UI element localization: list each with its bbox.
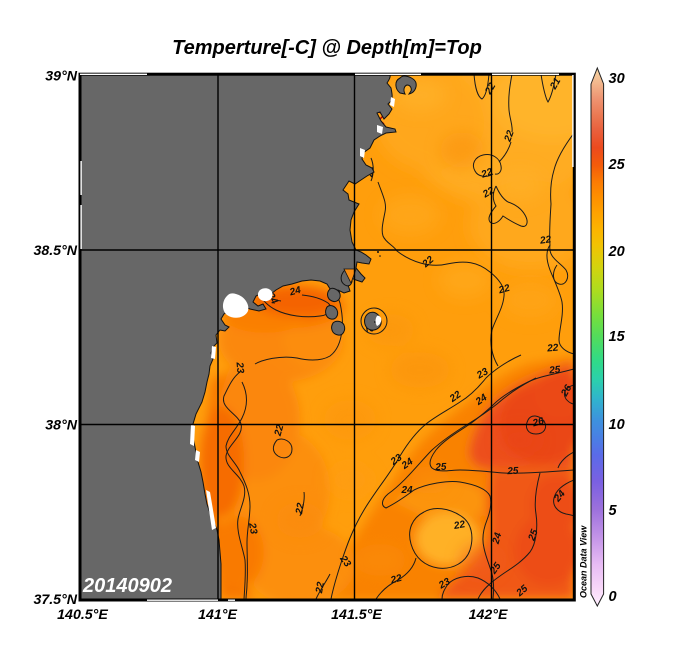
svg-text:37.5°N: 37.5°N: [33, 592, 77, 608]
svg-text:141°E: 141°E: [198, 607, 237, 623]
svg-text:Ocean Data View: Ocean Data View: [579, 525, 589, 598]
svg-text:23: 23: [436, 576, 452, 592]
svg-text:30: 30: [609, 71, 625, 87]
svg-text:22: 22: [480, 185, 496, 201]
svg-text:20: 20: [608, 244, 625, 260]
svg-text:22: 22: [273, 423, 287, 438]
svg-text:25: 25: [506, 466, 519, 478]
svg-text:20140902: 20140902: [82, 575, 172, 597]
svg-text:22: 22: [479, 166, 495, 181]
svg-text:26: 26: [531, 416, 546, 430]
svg-text:0: 0: [609, 589, 617, 605]
svg-text:22: 22: [546, 343, 559, 355]
svg-text:22: 22: [389, 573, 404, 587]
svg-text:22: 22: [538, 234, 552, 247]
svg-text:15: 15: [609, 329, 626, 345]
svg-text:22: 22: [294, 502, 307, 516]
svg-text:24: 24: [400, 485, 413, 496]
svg-text:23: 23: [474, 366, 490, 382]
svg-text:39°N: 39°N: [45, 69, 77, 85]
svg-text:141.5°E: 141.5°E: [331, 607, 382, 623]
svg-text:22: 22: [483, 81, 499, 97]
svg-text:22: 22: [502, 129, 517, 145]
svg-text:26: 26: [559, 383, 575, 399]
svg-text:21: 21: [548, 76, 564, 92]
svg-text:25: 25: [526, 528, 541, 544]
svg-text:22: 22: [452, 519, 466, 532]
svg-text:24: 24: [491, 531, 505, 546]
svg-text:25: 25: [434, 462, 447, 474]
svg-text:10: 10: [609, 417, 625, 433]
svg-text:140.5°E: 140.5°E: [57, 607, 108, 623]
svg-text:23: 23: [233, 361, 245, 374]
svg-text:22: 22: [497, 283, 512, 297]
svg-text:38°N: 38°N: [45, 418, 77, 434]
svg-text:142°E: 142°E: [469, 607, 508, 623]
svg-text:Temperture[-C] @ Depth[m]=Top: Temperture[-C] @ Depth[m]=Top: [172, 37, 482, 59]
svg-text:22: 22: [314, 581, 327, 595]
svg-text:25: 25: [548, 365, 561, 377]
svg-text:23: 23: [246, 521, 259, 535]
svg-text:24: 24: [288, 285, 303, 299]
svg-text:25: 25: [608, 157, 626, 173]
svg-text:38.5°N: 38.5°N: [33, 243, 77, 259]
svg-text:5: 5: [609, 503, 618, 519]
